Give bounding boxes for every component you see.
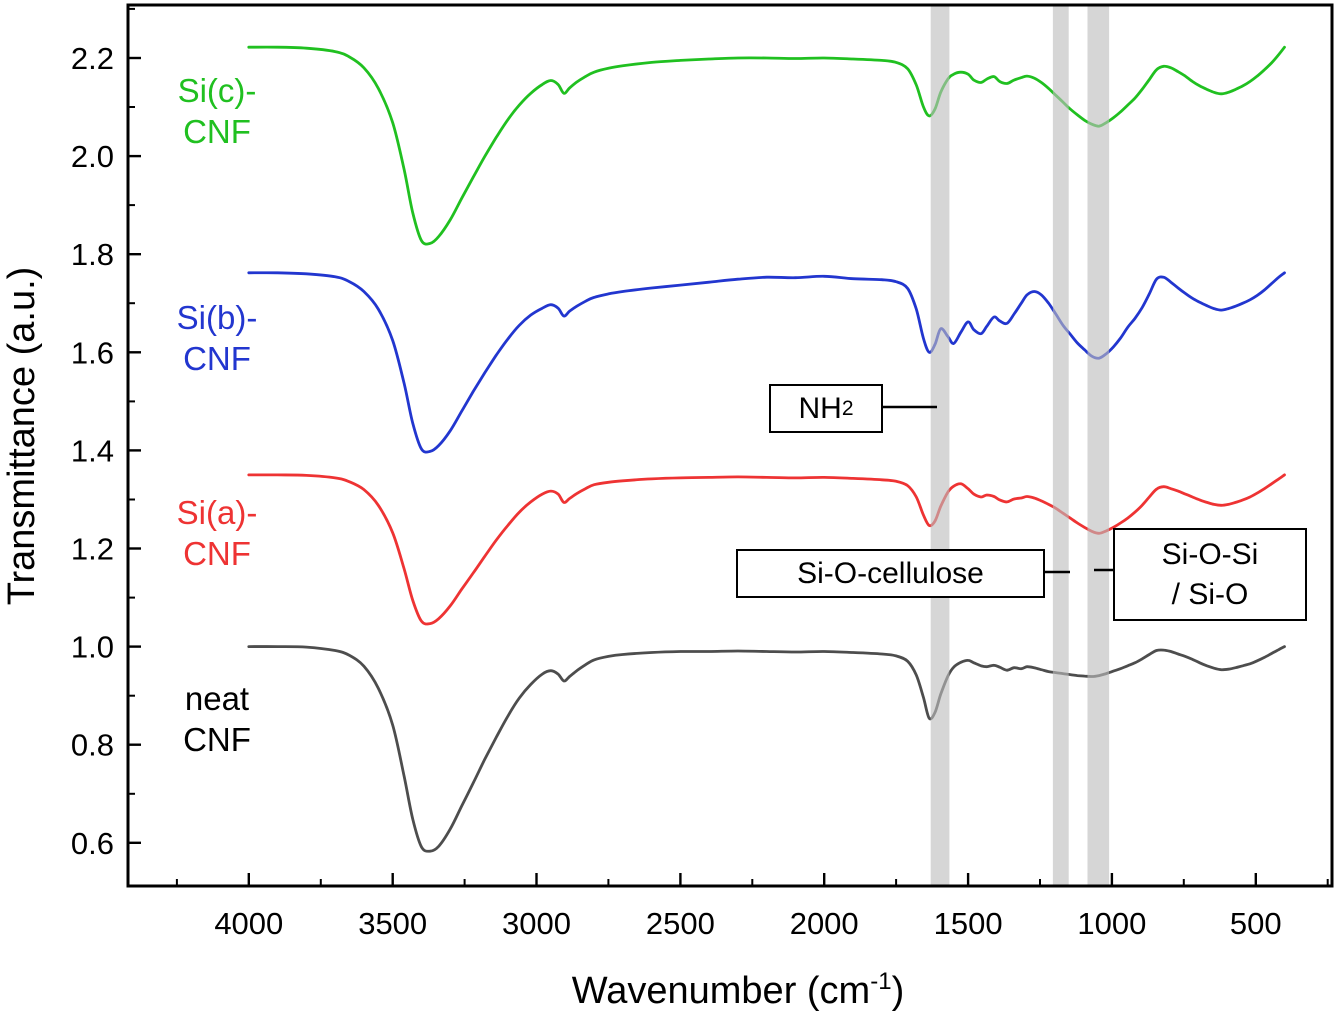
annotation-nh2-text: NH <box>798 391 842 425</box>
annotation-si-o-si-line1: Si-O-Si <box>1161 537 1259 571</box>
y-tick-label: 0.6 <box>71 826 114 861</box>
spectrum-curve-si-c-cnf <box>247 45 1286 246</box>
highlight-band-3 <box>1087 5 1110 886</box>
y-tick-label: 1.4 <box>71 433 114 468</box>
annotation-si-o-si-line2: / Si-O <box>1171 577 1249 611</box>
spectrum-curve-neat-cnf <box>247 645 1286 853</box>
curve-label-line: neat <box>184 680 250 717</box>
x-tick-label: 2500 <box>646 906 715 941</box>
curve-label-si-b-cnf: Si(b)- CNF <box>150 297 284 379</box>
curve-label-line: CNF <box>183 340 251 377</box>
annotation-si-o-cellulose: Si-O-cellulose <box>736 549 1045 598</box>
y-tick-label: 2.0 <box>71 139 114 174</box>
curve-label-line: CNF <box>183 535 251 572</box>
x-tick-label: 1500 <box>934 906 1003 941</box>
x-tick-label: 2000 <box>790 906 859 941</box>
annotation-si-o-si: Si-O-Si / Si-O <box>1113 528 1307 621</box>
y-tick-label: 1.0 <box>71 630 114 665</box>
curve-label-line: Si(b)- <box>176 299 258 336</box>
annotation-nh2: NH 2 <box>769 384 883 433</box>
y-axis-title: Transmittance (a.u.) <box>1 267 43 606</box>
curve-label-neat-cnf: neat CNF <box>150 678 284 760</box>
curve-label-si-a-cnf: Si(a)- CNF <box>150 492 284 574</box>
y-tick-label: 0.8 <box>71 728 114 763</box>
plot-frame <box>126 3 1334 888</box>
curve-label-line: Si(c)- <box>177 72 257 109</box>
curve-label-si-c-cnf: Si(c)- CNF <box>150 70 284 152</box>
x-axis-title: Wavenumber (cm-1) <box>572 968 904 1012</box>
x-tick-label: 4000 <box>214 906 283 941</box>
curve-label-line: CNF <box>183 721 251 758</box>
highlight-band-1 <box>930 5 950 886</box>
curve-label-line: Si(a)- <box>176 494 258 531</box>
x-tick-label: 1000 <box>1077 906 1146 941</box>
x-tick-label: 3000 <box>502 906 571 941</box>
highlight-band-2 <box>1052 5 1069 886</box>
y-tick-label: 1.2 <box>71 532 114 567</box>
spectrum-curve-si-b-cnf <box>247 271 1286 454</box>
curve-label-line: CNF <box>183 113 251 150</box>
x-tick-label: 3500 <box>358 906 427 941</box>
y-tick-label: 1.6 <box>71 335 114 370</box>
annotation-nh2-sub: 2 <box>841 396 854 420</box>
y-tick-label: 2.2 <box>71 41 114 76</box>
x-tick-label: 500 <box>1230 906 1282 941</box>
y-tick-label: 1.8 <box>71 237 114 272</box>
spectrum-curve-si-a-cnf <box>247 473 1286 626</box>
